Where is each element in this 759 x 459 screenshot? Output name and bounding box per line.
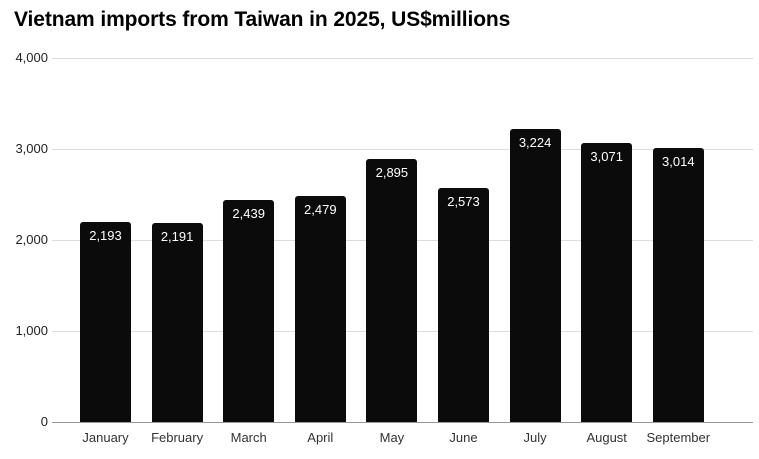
bar-january[interactable]: 2,193 [80,222,131,422]
x-axis-tick-label: March [230,430,267,445]
y-axis-tick-label: 2,000 [15,232,48,247]
x-axis-tick-label: August [586,430,627,445]
bar-april[interactable]: 2,479 [294,196,346,422]
x-axis-tick-label: February [151,430,204,445]
bar-value-label: 2,895 [375,164,409,180]
y-axis-tick-label: 1,000 [15,323,48,338]
gridline [52,149,753,150]
bar-value-label: 3,224 [518,134,552,150]
bar-february[interactable]: 2,191 [151,222,203,422]
y-axis-tick-label: 3,000 [15,141,48,156]
bar-value-label: 3,014 [662,153,695,169]
y-axis-tick-label: 0 [40,414,48,429]
chart-title: Vietnam imports from Taiwan in 2025, US$… [14,8,511,31]
bar-value-label: 2,573 [447,193,480,209]
gridline [52,58,753,59]
bar-june[interactable]: 2,573 [438,187,489,422]
bar-august[interactable]: 3,071 [581,142,633,422]
bar-september[interactable]: 3,014 [652,147,704,422]
bar-value-label: 2,193 [89,228,122,244]
x-axis-tick-label: April [307,430,334,445]
bar-may[interactable]: 2,895 [366,158,418,422]
bar-july[interactable]: 3,224 [509,128,561,422]
x-axis-tick-label: June [449,430,478,445]
x-axis-tick-label: September [646,430,711,445]
axis-baseline [52,422,753,423]
bar-value-label: 2,439 [232,206,265,222]
x-axis-tick-label: May [379,430,405,445]
x-axis-tick-label: January [82,430,129,445]
bar-value-label: 3,071 [590,148,623,164]
bar-value-label: 2,479 [304,202,337,218]
bar-march[interactable]: 2,439 [223,200,275,422]
bar-value-label: 2,191 [160,228,194,244]
x-axis-tick-label: July [523,430,547,445]
y-axis-tick-label: 4,000 [15,50,48,65]
